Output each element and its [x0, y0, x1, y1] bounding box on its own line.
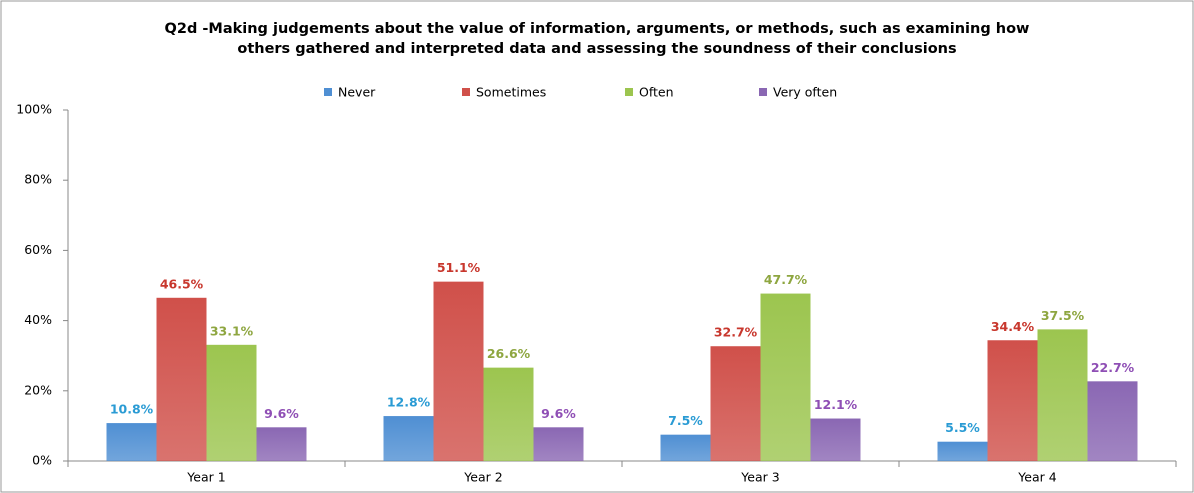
bar — [383, 416, 434, 461]
value-label: 22.7% — [1091, 360, 1135, 375]
bar — [433, 281, 484, 461]
value-label: 5.5% — [945, 420, 980, 435]
bar — [987, 340, 1038, 461]
value-label: 51.1% — [437, 260, 481, 275]
legend-swatch — [324, 88, 332, 96]
value-label: 32.7% — [714, 325, 758, 340]
bar — [660, 434, 711, 461]
y-tick-label: 60% — [24, 242, 52, 257]
x-tick-label: Year 3 — [740, 470, 779, 485]
y-tick-label: 20% — [24, 382, 52, 397]
y-tick-label: 40% — [24, 312, 52, 327]
chart-title: Q2d -Making judgements about the value o… — [164, 21, 1030, 57]
bar — [760, 293, 811, 461]
value-label: 33.1% — [210, 323, 254, 338]
bar — [1087, 381, 1138, 461]
bar — [1037, 329, 1088, 461]
bar — [810, 418, 861, 461]
bar — [256, 427, 307, 461]
value-label: 37.5% — [1041, 308, 1085, 323]
x-tick-label: Year 1 — [186, 470, 225, 485]
legend-label: Sometimes — [476, 85, 546, 100]
bar — [106, 423, 157, 461]
value-label: 12.8% — [387, 395, 431, 410]
value-label: 34.4% — [991, 319, 1035, 334]
y-tick-label: 0% — [32, 453, 52, 468]
value-label: 47.7% — [764, 272, 808, 287]
value-label: 12.1% — [814, 397, 858, 412]
value-label: 9.6% — [541, 406, 576, 421]
bar — [710, 346, 761, 461]
legend-swatch — [462, 88, 470, 96]
legend-label: Never — [338, 85, 376, 100]
x-tick-label: Year 2 — [463, 470, 502, 485]
value-label: 26.6% — [487, 346, 531, 361]
y-tick-label: 80% — [24, 172, 52, 187]
legend-swatch — [625, 88, 633, 96]
x-tick-label: Year 4 — [1017, 470, 1056, 485]
bar — [483, 367, 534, 461]
legend-label: Often — [639, 85, 674, 100]
legend-label: Very often — [773, 85, 837, 100]
bar — [533, 427, 584, 461]
value-label: 9.6% — [264, 406, 299, 421]
bar — [206, 344, 257, 461]
value-label: 46.5% — [160, 276, 204, 291]
value-label: 7.5% — [668, 413, 703, 428]
legend-swatch — [759, 88, 767, 96]
value-label: 10.8% — [110, 402, 154, 417]
bar — [156, 297, 207, 461]
bar — [937, 441, 988, 461]
y-tick-label: 100% — [16, 102, 52, 117]
